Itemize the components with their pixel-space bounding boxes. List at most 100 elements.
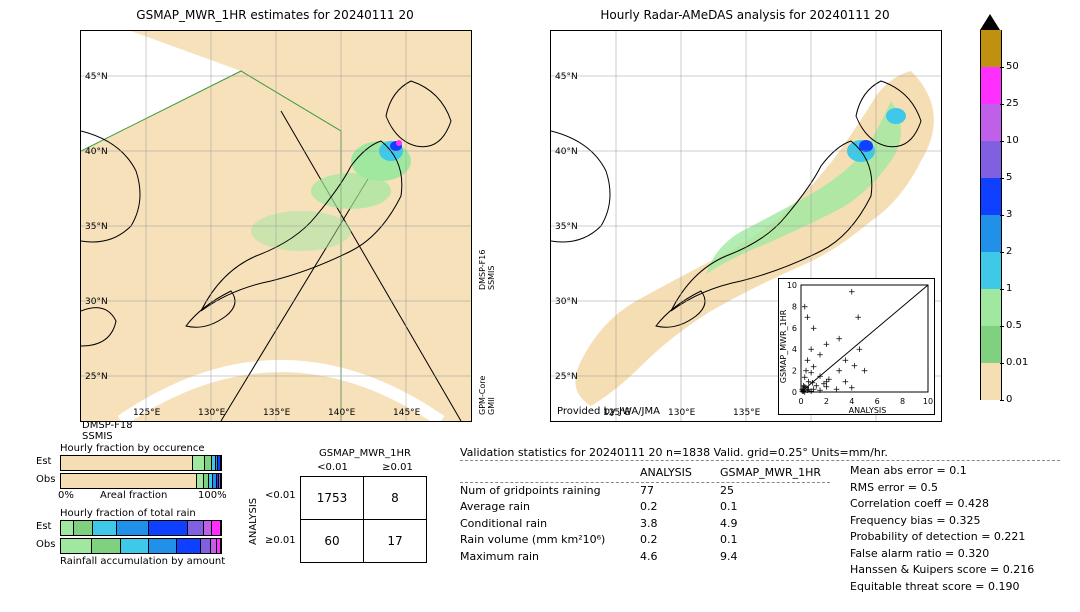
colorbar-tick: 50 <box>1006 61 1019 72</box>
svg-text:+: + <box>833 385 841 395</box>
svg-text:+: + <box>801 302 809 312</box>
bar-seg <box>61 521 74 535</box>
svg-text:+: + <box>842 356 850 366</box>
valid-left-table: ANALYSIS GSMAP_MWR_1HR Num of gridpoints… <box>460 465 840 565</box>
bar-seg <box>121 539 149 553</box>
tot-bar-est <box>60 520 222 536</box>
tot-bar-obs <box>60 538 222 554</box>
svg-text:+: + <box>851 361 859 371</box>
bar-seg <box>61 539 92 553</box>
scatter-inset: 00224466881010++++++++++++++++++++++++++… <box>778 278 935 415</box>
colorbar-tick: 0.5 <box>1006 320 1022 331</box>
ct-10: 60 <box>301 520 364 563</box>
bar-seg <box>92 539 120 553</box>
bar-seg <box>74 521 93 535</box>
valid-metric: Probability of detection = 0.221 <box>850 529 1034 546</box>
valid-metric: Hanssen & Kuipers score = 0.216 <box>850 562 1034 579</box>
colorbar-tick: 2 <box>1006 246 1012 257</box>
ct-row0: <0.01 <box>265 490 296 501</box>
bar-seg <box>218 456 221 470</box>
svg-text:GSMAP_MWR_1HR: GSMAP_MWR_1HR <box>779 309 788 383</box>
ct-col1: ≥0.01 <box>365 462 430 473</box>
colorbar-seg <box>980 141 1002 178</box>
colorbar-seg <box>980 215 1002 252</box>
lat-tick: 45°N <box>555 72 578 82</box>
colorbar: 00.010.51235102550 <box>980 30 1000 420</box>
svg-text:2: 2 <box>824 397 829 406</box>
tot-row-est: Est <box>36 521 51 532</box>
left-map-svg <box>81 31 471 421</box>
tot-row-obs: Obs <box>36 539 55 550</box>
svg-text:+: + <box>856 345 864 355</box>
bar-seg <box>204 521 213 535</box>
bar-seg <box>188 521 204 535</box>
bar-seg <box>93 521 117 535</box>
lat-tick: 40°N <box>85 147 108 157</box>
valid-colA: ANALYSIS <box>640 465 720 482</box>
svg-text:6: 6 <box>792 324 797 333</box>
valid-rule <box>460 460 1060 461</box>
sat-label-r2: GPM-Core GMII <box>478 376 496 415</box>
svg-text:8: 8 <box>792 302 797 311</box>
svg-text:+: + <box>804 313 812 323</box>
bar-seg <box>61 474 197 488</box>
colorbar-seg <box>980 67 1002 104</box>
svg-text:+: + <box>804 356 812 366</box>
valid-row: Num of gridpoints raining7725 <box>460 483 840 500</box>
valid-row: Conditional rain3.84.9 <box>460 516 840 533</box>
ct-row1: ≥0.01 <box>265 535 296 546</box>
right-map-title: Hourly Radar-AMeDAS analysis for 2024011… <box>550 8 940 22</box>
tot-title: Hourly fraction of total rain <box>60 508 196 519</box>
svg-text:0: 0 <box>792 388 797 397</box>
occ-row-obs: Obs <box>36 474 55 485</box>
lon-tick: 130°E <box>198 408 225 418</box>
svg-text:+: + <box>823 340 831 350</box>
occ-xmid: Areal fraction <box>100 490 167 501</box>
lat-tick: 25°N <box>555 372 578 382</box>
contingency-table: 1753 8 60 17 <box>300 476 427 563</box>
svg-text:ANALYSIS: ANALYSIS <box>849 406 887 414</box>
svg-text:+: + <box>802 367 810 377</box>
svg-text:+: + <box>801 383 809 393</box>
svg-text:0: 0 <box>798 397 803 406</box>
lat-tick: 35°N <box>555 222 578 232</box>
lon-tick: 135°E <box>263 408 290 418</box>
colorbar-seg <box>980 363 1002 400</box>
svg-text:10: 10 <box>787 281 797 290</box>
valid-row: Average rain0.20.1 <box>460 499 840 516</box>
bar-seg <box>217 539 221 553</box>
colorbar-tick: 0 <box>1006 394 1012 405</box>
bar-seg <box>201 539 211 553</box>
svg-text:10: 10 <box>923 397 933 406</box>
svg-text:+: + <box>848 384 856 394</box>
lon-tick: 125°E <box>603 408 630 418</box>
svg-text:+: + <box>835 335 843 345</box>
ct-11: 17 <box>364 520 427 563</box>
occ-bar-est <box>60 455 222 471</box>
svg-text:8: 8 <box>900 397 905 406</box>
bar-seg <box>197 474 204 488</box>
valid-metric: Correlation coeff = 0.428 <box>850 496 1034 513</box>
left-map-title: GSMAP_MWR_1HR estimates for 20240111 20 <box>80 8 470 22</box>
bar-seg <box>212 521 221 535</box>
svg-text:2: 2 <box>792 367 797 376</box>
bar-seg <box>205 456 212 470</box>
colorbar-seg <box>980 104 1002 141</box>
svg-text:+: + <box>854 313 862 323</box>
bar-seg <box>177 539 201 553</box>
valid-metric: Frequency bias = 0.325 <box>850 513 1034 530</box>
colorbar-seg <box>980 252 1002 289</box>
svg-text:6: 6 <box>875 397 880 406</box>
lat-tick: 30°N <box>555 297 578 307</box>
sat-label-bl: DMSP-F18 SSMIS <box>82 420 133 442</box>
occ-title: Hourly fraction by occurence <box>60 443 204 454</box>
colorbar-tick: 25 <box>1006 98 1019 109</box>
ct-01: 8 <box>364 477 427 520</box>
svg-text:+: + <box>861 367 869 377</box>
svg-text:4: 4 <box>792 345 797 354</box>
colorbar-tick: 0.01 <box>1006 357 1028 368</box>
ct-colhdr: GSMAP_MWR_1HR <box>300 448 430 459</box>
left-map-panel <box>80 30 472 422</box>
colorbar-tick: 3 <box>1006 209 1012 220</box>
svg-text:+: + <box>835 367 843 377</box>
